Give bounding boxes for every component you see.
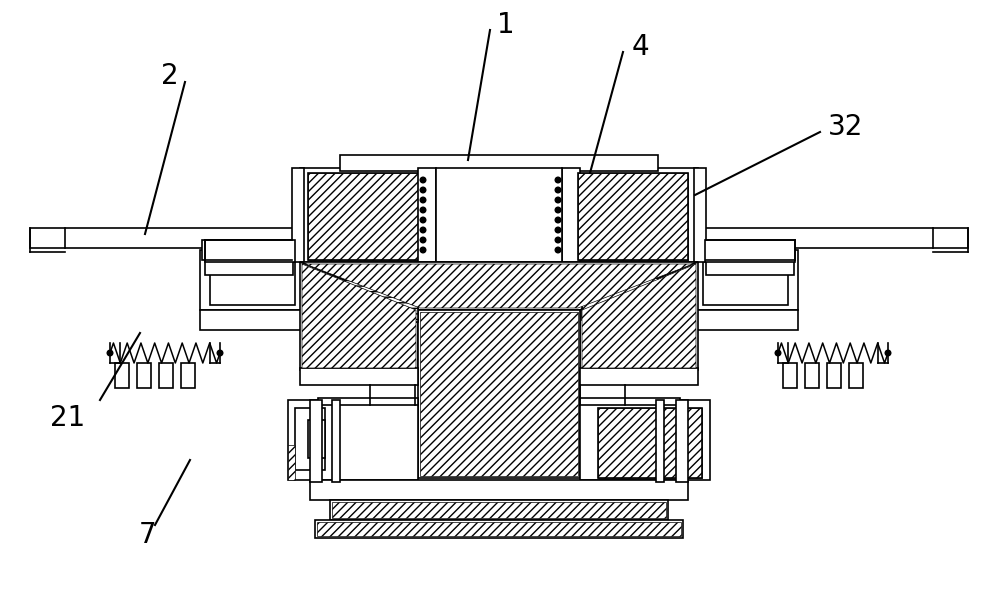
Polygon shape [332, 502, 666, 518]
Bar [580, 398, 680, 405]
Bar [181, 363, 195, 388]
Bar [345, 278, 418, 322]
Bar [200, 250, 305, 310]
Text: 1: 1 [497, 11, 515, 39]
Polygon shape [582, 278, 658, 320]
Bar [315, 520, 683, 538]
Polygon shape [302, 264, 416, 368]
Polygon shape [582, 264, 696, 368]
Bar [580, 368, 698, 385]
Bar [292, 168, 304, 262]
Bar [705, 240, 795, 262]
Bar [332, 400, 340, 482]
Circle shape [420, 217, 426, 223]
Bar [205, 240, 295, 262]
Polygon shape [317, 522, 681, 536]
Bar [310, 400, 322, 482]
Bar [656, 400, 664, 482]
Bar [827, 363, 841, 388]
Bar [159, 363, 173, 388]
Polygon shape [578, 173, 688, 260]
Bar [308, 173, 420, 260]
Bar [418, 168, 436, 262]
Bar [598, 408, 702, 478]
Bar [295, 408, 325, 470]
Bar [578, 173, 688, 260]
Text: 7: 7 [139, 521, 157, 549]
Circle shape [555, 217, 561, 223]
Circle shape [555, 207, 561, 213]
Bar [300, 368, 418, 385]
Bar [436, 168, 562, 262]
Bar [418, 310, 580, 478]
Circle shape [217, 350, 223, 356]
Circle shape [420, 237, 426, 243]
Circle shape [420, 227, 426, 233]
Text: 21: 21 [50, 404, 86, 432]
Bar [115, 363, 129, 388]
Circle shape [555, 237, 561, 243]
Polygon shape [580, 262, 698, 370]
Bar [706, 260, 794, 275]
Bar [849, 363, 863, 388]
Bar [676, 400, 688, 482]
Circle shape [420, 187, 426, 193]
Bar [580, 400, 710, 480]
Bar [783, 363, 797, 388]
Bar [582, 278, 658, 320]
Bar [310, 480, 688, 500]
Circle shape [555, 227, 561, 233]
Circle shape [420, 177, 426, 183]
Bar [693, 250, 798, 310]
Bar [340, 155, 658, 171]
Circle shape [107, 350, 113, 356]
Polygon shape [598, 408, 702, 478]
Bar [330, 500, 668, 520]
Polygon shape [693, 310, 798, 330]
Circle shape [420, 247, 426, 253]
Polygon shape [305, 264, 693, 308]
Bar [805, 363, 819, 388]
Text: 4: 4 [632, 33, 650, 61]
Bar [30, 228, 300, 248]
Bar [300, 168, 698, 262]
Polygon shape [288, 445, 295, 480]
Polygon shape [345, 278, 418, 322]
Bar [694, 168, 706, 262]
Text: 32: 32 [828, 113, 863, 141]
Polygon shape [200, 310, 305, 330]
Bar [202, 240, 292, 260]
Bar [206, 241, 294, 261]
Polygon shape [420, 312, 578, 476]
Polygon shape [300, 262, 698, 310]
Bar [210, 255, 295, 305]
Circle shape [885, 350, 891, 356]
Bar [562, 168, 580, 262]
Polygon shape [300, 262, 418, 370]
Bar [205, 260, 293, 275]
Circle shape [555, 247, 561, 253]
Circle shape [420, 207, 426, 213]
Bar [700, 228, 968, 248]
Circle shape [420, 197, 426, 203]
Circle shape [555, 177, 561, 183]
Circle shape [555, 197, 561, 203]
Circle shape [555, 187, 561, 193]
Text: 2: 2 [161, 62, 179, 90]
Bar [137, 363, 151, 388]
Bar [703, 255, 788, 305]
Bar [318, 398, 418, 405]
Polygon shape [308, 173, 420, 260]
Bar [308, 420, 325, 458]
Circle shape [775, 350, 781, 356]
Bar [288, 400, 418, 480]
